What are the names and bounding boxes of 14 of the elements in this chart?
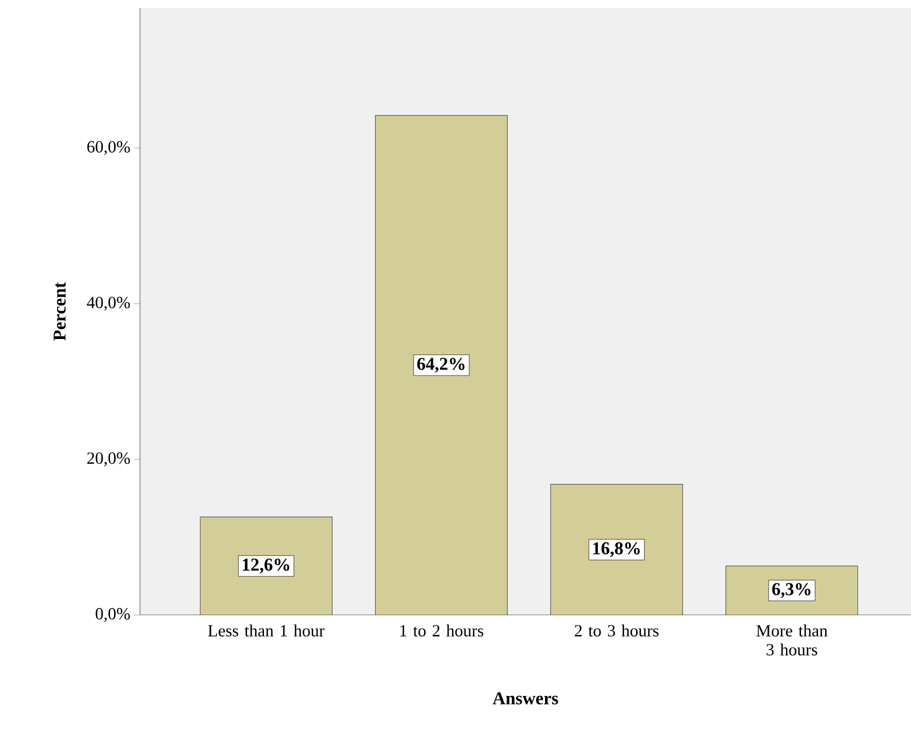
y-tick-label: 60,0% [87, 141, 130, 156]
data-label: 16,8% [593, 542, 640, 558]
y-tick-label: 0,0% [96, 608, 130, 622]
x-tick-label: 1 to 2 hours [400, 624, 484, 636]
y-axis-title: Percent [54, 282, 66, 341]
y-tick-label: 40,0% [86, 296, 130, 311]
x-axis-title: Answers [492, 692, 558, 704]
x-tick-label: Less than 1 hour [208, 624, 325, 636]
data-label: 6,3% [772, 583, 810, 598]
data-label: 64,2% [417, 358, 464, 373]
x-tick-label: 2 to 3 hours [574, 624, 658, 636]
x-tick-label: More than 3 hours [756, 624, 828, 656]
y-tick-label: 20,0% [87, 452, 130, 466]
data-label: 12,6% [242, 558, 290, 574]
